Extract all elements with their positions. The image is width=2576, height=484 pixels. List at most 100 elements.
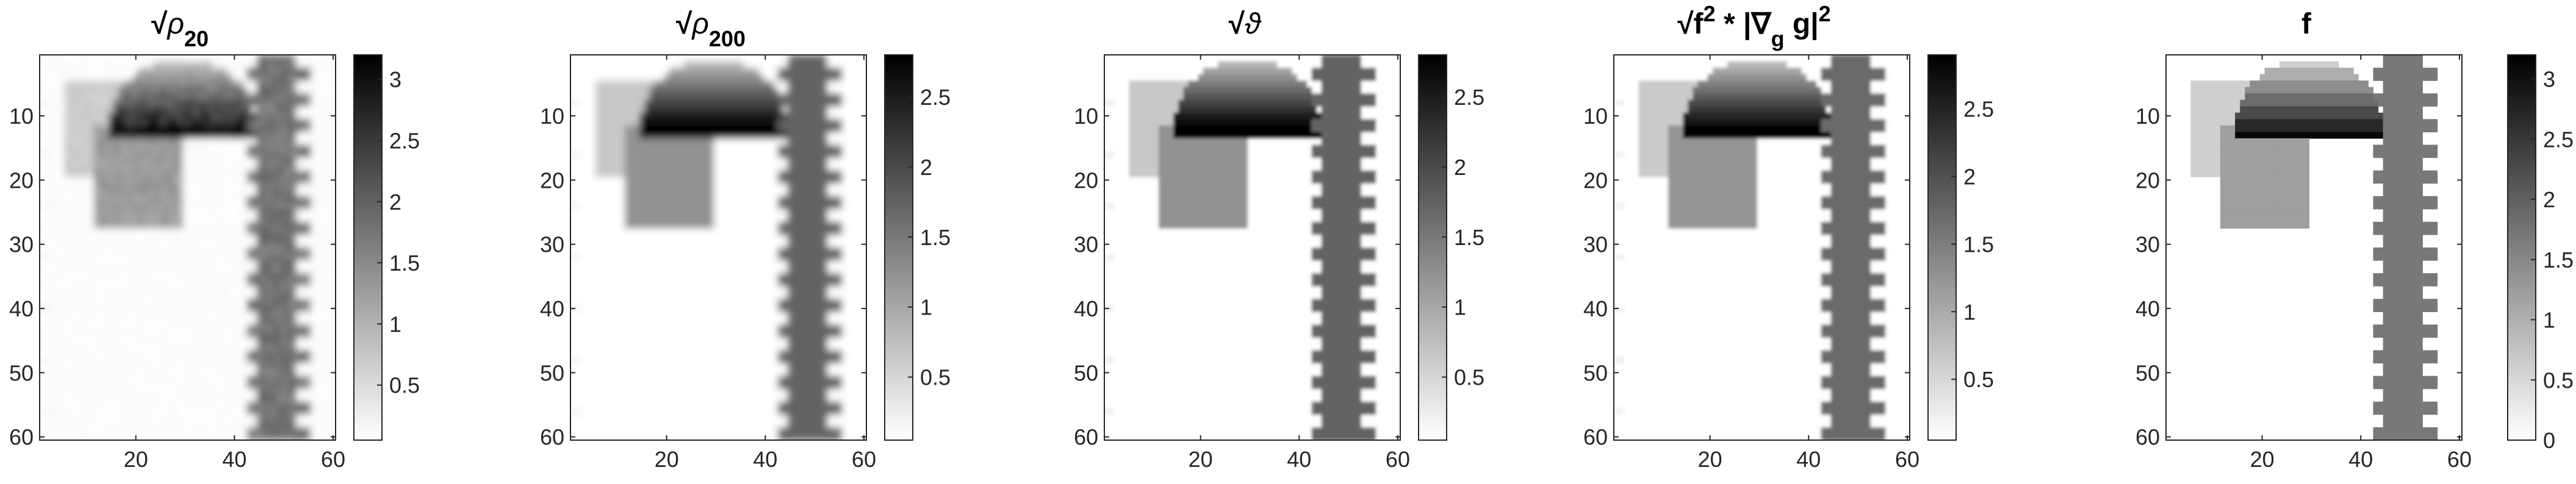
heatmap-1-cell <box>143 305 149 312</box>
heatmap-1-cell <box>79 299 85 306</box>
y-tick-label: 60 <box>540 425 564 450</box>
heatmap-1-cell <box>237 318 243 325</box>
heatmap-2-cell <box>827 125 833 132</box>
heatmap-1-cell <box>138 190 144 197</box>
heatmap-1-cell <box>133 311 139 319</box>
heatmap-1-cell <box>99 68 104 75</box>
heatmap-1-cell <box>118 375 124 383</box>
heatmap-3-cell <box>1173 106 1179 113</box>
heatmap-1-cell <box>69 55 75 62</box>
heatmap-1-cell <box>88 170 95 177</box>
heatmap-1-cell <box>281 324 287 332</box>
heatmap-1-cell <box>237 266 243 274</box>
heatmap-1-cell <box>227 388 232 396</box>
heatmap-1-cell <box>143 318 149 325</box>
heatmap-1-cell <box>153 279 159 286</box>
heatmap-1-cell <box>74 68 80 75</box>
heatmap-2-cell <box>733 99 739 107</box>
heatmap-1-cell <box>113 388 119 396</box>
heatmap-2-cell <box>694 93 699 101</box>
heatmap-1-cell <box>291 408 297 415</box>
heatmap-1-cell <box>217 408 223 415</box>
heatmap-1-cell <box>69 350 75 357</box>
heatmap-1-cell <box>315 190 322 197</box>
heatmap-1-cell <box>40 337 45 344</box>
heatmap-2-cell <box>777 279 783 286</box>
heatmap-1-cell <box>118 433 124 440</box>
heatmap-1-cell <box>109 151 114 158</box>
heatmap-1-cell <box>118 234 124 242</box>
heatmap-2-cell <box>674 87 680 94</box>
heatmap-1-cell <box>261 151 267 158</box>
heatmap-1-cell <box>276 106 282 113</box>
heatmap-1-cell <box>45 164 50 171</box>
heatmap-1-cell <box>246 208 253 216</box>
heatmap-2-cell <box>689 125 694 132</box>
heatmap-2-cell <box>664 170 670 177</box>
heatmap-1-cell <box>64 87 70 94</box>
heatmap-1-cell <box>301 421 307 428</box>
heatmap-2-cell <box>664 151 670 158</box>
heatmap-1-cell <box>281 408 287 415</box>
heatmap-2-cell <box>817 273 822 280</box>
heatmap-1-cell <box>123 369 129 377</box>
heatmap-2-cell <box>817 401 822 408</box>
heatmap-1-cell <box>59 208 65 216</box>
heatmap-2-cell <box>694 170 699 177</box>
heatmap-1-cell <box>242 286 248 293</box>
heatmap-1-cell <box>306 344 312 351</box>
heatmap-1-cell <box>232 286 237 293</box>
heatmap-2-cell <box>822 388 827 396</box>
heatmap-1-cell <box>256 157 262 165</box>
heatmap-1-cell <box>143 68 149 75</box>
heatmap-1-cell <box>104 344 109 351</box>
heatmap-3-cell <box>1336 80 1342 88</box>
heatmap-2-cell <box>807 241 813 248</box>
heatmap-1-cell <box>192 254 198 261</box>
heatmap-1-cell <box>158 234 164 242</box>
heatmap-3-cell <box>1331 74 1337 81</box>
heatmap-1-cell <box>266 221 272 229</box>
heatmap-1-cell <box>64 241 70 248</box>
heatmap-1-cell <box>54 228 60 235</box>
heatmap-1-cell <box>212 330 218 338</box>
axes-1-box <box>39 54 336 441</box>
heatmap-1-cell <box>84 330 90 338</box>
heatmap-1-cell <box>153 330 159 338</box>
heatmap-1-cell <box>118 74 124 81</box>
heatmap-2-cell <box>812 164 818 171</box>
heatmap-1-cell <box>168 55 173 62</box>
heatmap-1-cell <box>49 183 55 190</box>
heatmap-1-cell <box>246 401 253 408</box>
heatmap-1-cell <box>88 273 95 280</box>
heatmap-2-cell <box>758 112 763 119</box>
heatmap-1-cell <box>212 401 218 408</box>
heatmap-1-cell <box>153 87 159 94</box>
heatmap-3-cell <box>1287 80 1292 88</box>
heatmap-1-cell <box>197 382 203 390</box>
heatmap-2-cell <box>797 414 803 421</box>
heatmap-1-cell <box>153 247 159 255</box>
heatmap-1-cell <box>69 254 75 261</box>
heatmap-2-cell <box>605 112 611 119</box>
heatmap-1-cell <box>207 279 213 286</box>
heatmap-2-cell <box>659 132 665 139</box>
heatmap-1-cell <box>212 215 218 222</box>
heatmap-1-cell <box>143 208 149 216</box>
heatmap-1-cell <box>325 144 331 152</box>
heatmap-1-cell <box>232 61 237 68</box>
heatmap-1-cell <box>320 363 326 370</box>
heatmap-2-cell <box>802 382 808 390</box>
heatmap-1-cell <box>118 132 124 139</box>
heatmap-1-cell <box>84 247 90 255</box>
heatmap-1-cell <box>93 311 99 319</box>
heatmap-1-cell <box>301 337 307 344</box>
heatmap-1-cell <box>113 350 119 357</box>
heatmap-1-cell <box>202 228 208 235</box>
heatmap-1-cell <box>320 318 326 325</box>
heatmap-3-cell <box>1292 74 1297 81</box>
heatmap-1-cell <box>187 266 193 274</box>
heatmap-2-cell <box>644 144 650 152</box>
heatmap-2-cell <box>644 215 650 222</box>
heatmap-1-cell <box>49 363 55 370</box>
